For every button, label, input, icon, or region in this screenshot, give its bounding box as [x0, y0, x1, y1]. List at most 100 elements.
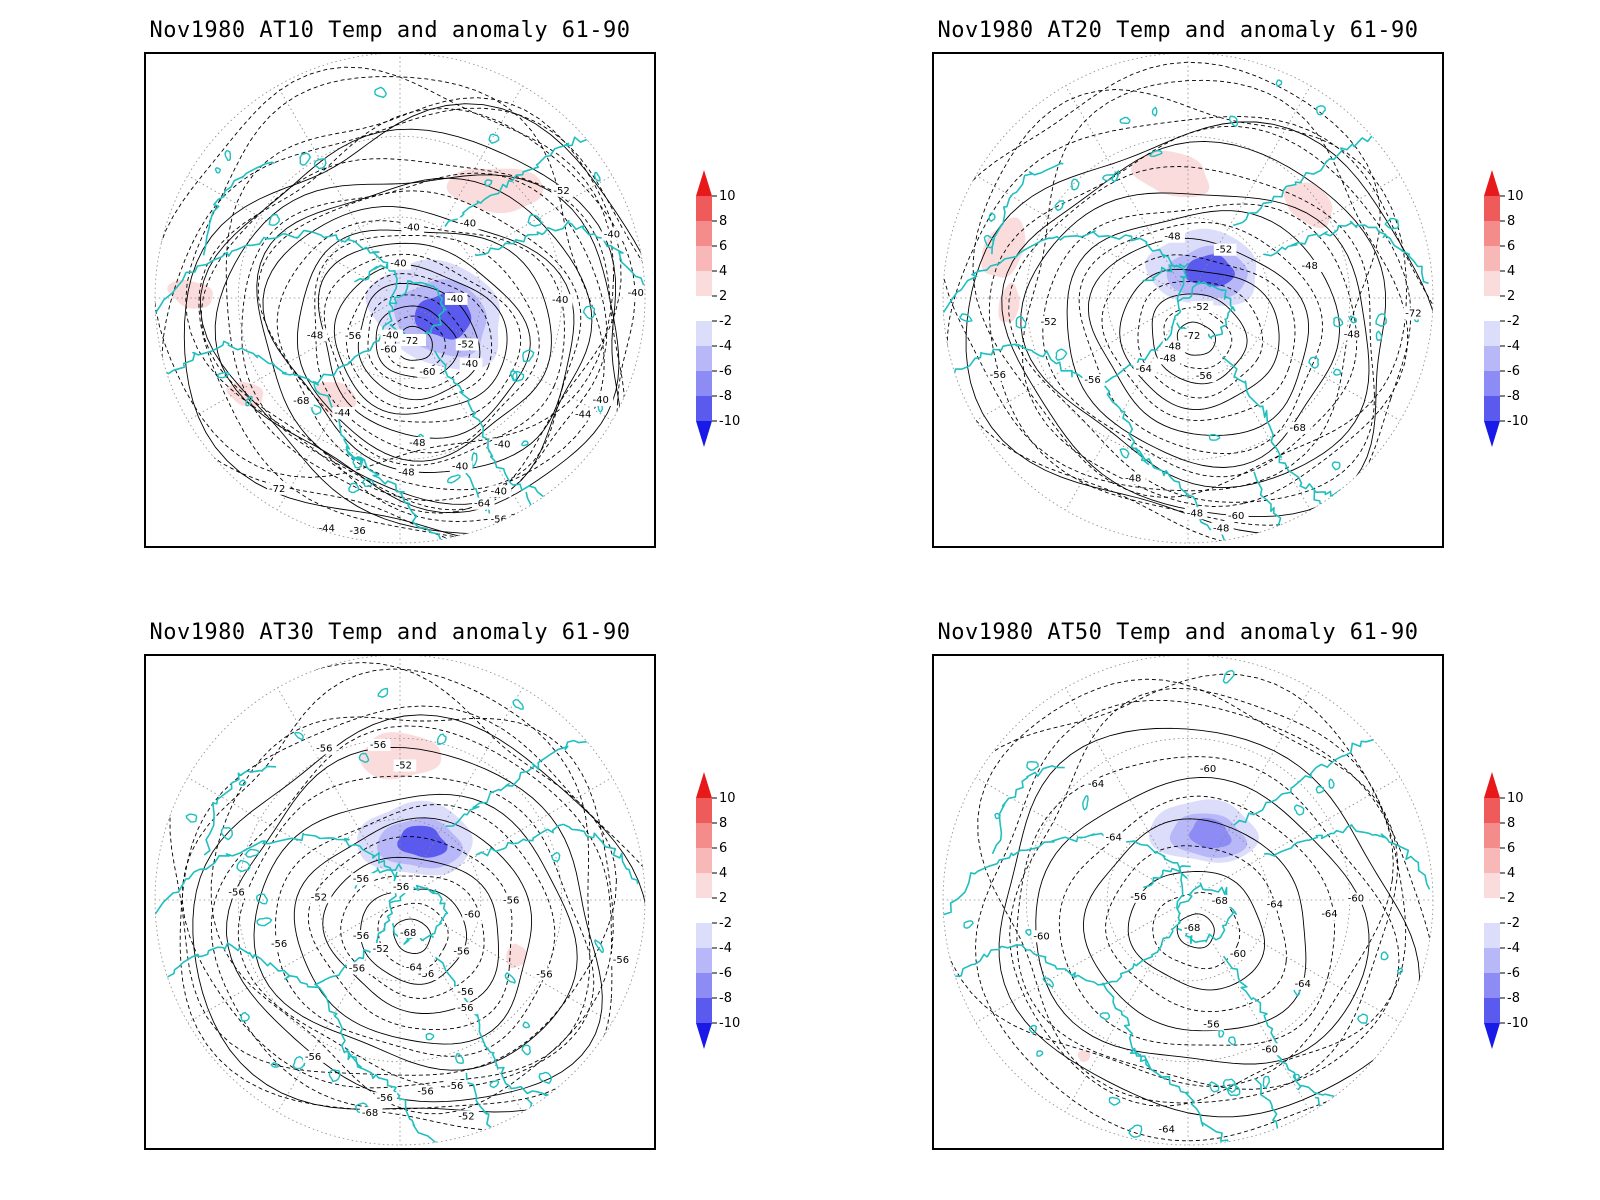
island-coastline [1331, 461, 1341, 471]
colorbar-at20: 10 8 6 4 2 -2 -4 -6 -8 -10 [1480, 170, 1550, 460]
contour-label: -72 [269, 484, 285, 495]
contour-label: -44 [334, 408, 350, 419]
contour-label: -40 [628, 288, 644, 299]
island-coastline [1208, 433, 1221, 441]
contour-label: -60 [1228, 511, 1244, 522]
contour-label-bg [451, 945, 474, 958]
isotherm-contour [1119, 268, 1280, 411]
contour-label-bg [1197, 762, 1221, 775]
isotherm-contour [1066, 210, 1340, 468]
contour-label: -56 [536, 969, 552, 980]
contour-label: -56 [393, 882, 409, 893]
map-content: -56-56-56-56-56-56-52-52-52-56-56-56-56-… [155, 656, 645, 1145]
island-coastline [299, 152, 312, 166]
contour-label: -56 [271, 939, 287, 950]
island-coastline [983, 234, 995, 249]
contour-label: -40 [382, 331, 398, 342]
coastline [1314, 1096, 1342, 1145]
island-coastline [1228, 115, 1239, 128]
contour-label: -64 [1267, 900, 1283, 911]
island-coastline [522, 1021, 531, 1029]
isotherm-contour [210, 725, 613, 1110]
colorbar-tick-label: -4 [719, 339, 732, 354]
coastline [1222, 955, 1429, 1099]
contour-label-bg [1225, 510, 1249, 523]
contour-label: -56 [990, 370, 1006, 381]
contour-label-bg [1184, 507, 1208, 520]
island-coastline [1222, 669, 1235, 684]
isotherm-contour [317, 242, 531, 439]
contour-label-bg [534, 968, 557, 981]
colorbar-tick-label: -6 [719, 966, 732, 981]
contour-label: -52 [311, 892, 327, 903]
contour-label-bg [1211, 522, 1234, 535]
contour-label: -48 [1125, 474, 1141, 485]
coastline [1264, 824, 1431, 890]
contour-label-bg [488, 485, 512, 498]
colorbar-tick-label: 8 [719, 816, 727, 831]
coastline [525, 491, 552, 543]
colorbar-segment [1484, 998, 1500, 1023]
latitude-circle [154, 54, 646, 544]
contour-label: -56 [457, 987, 473, 998]
colorbar-arrow-bottom [1484, 1023, 1500, 1049]
cold-anomaly-patch-core [1184, 254, 1235, 287]
colorbar-segment [696, 823, 712, 848]
coastline [943, 230, 1188, 385]
contour-label-bg [403, 961, 427, 974]
contour-label-bg [987, 368, 1011, 381]
colorbar-tick-label: 8 [1507, 214, 1515, 229]
colorbar-segment [696, 321, 712, 346]
colorbar-segment [696, 221, 712, 246]
warm-anomaly-patch [1131, 150, 1210, 198]
coastline [1374, 495, 1406, 543]
colorbar-svg: 10 8 6 4 2 -2 -4 -6 -8 -10 [1484, 772, 1528, 1049]
island-coastline [362, 478, 374, 488]
island-coastline [593, 171, 601, 182]
latitude-circle [1106, 818, 1270, 982]
colorbar-segment [1484, 823, 1500, 848]
island-coastline [1026, 760, 1039, 771]
warm-anomaly-patch [1283, 182, 1333, 229]
island-coastline [1348, 315, 1358, 324]
isotherm-contour [333, 264, 508, 415]
contour-label: -44 [575, 410, 591, 421]
isotherm-contour [1078, 222, 1323, 455]
contour-label: -48 [1164, 232, 1180, 243]
colorbar-segment [696, 396, 712, 421]
island-coastline [446, 474, 461, 484]
island-coastline [1128, 1124, 1143, 1138]
coastline [155, 832, 398, 989]
island-coastline [236, 859, 251, 873]
isotherm-contour [241, 172, 608, 511]
isotherm-contour [977, 678, 1399, 1104]
island-coastline [484, 179, 493, 187]
colorbar-segment [696, 948, 712, 973]
isotherm-contour [256, 177, 593, 505]
isotherm-contour [1016, 756, 1400, 1090]
island-coastline [270, 1061, 280, 1068]
contour-label: -52 [1193, 302, 1209, 313]
contour-label-bg [367, 738, 391, 751]
island-coastline [224, 149, 232, 162]
contour-label: -40 [460, 218, 476, 229]
contour-label: -56 [1084, 375, 1100, 386]
coastline [475, 823, 639, 884]
island-coastline [1332, 368, 1342, 376]
warm-anomaly-patch [981, 217, 1026, 278]
contour-label: -40 [403, 223, 419, 234]
coastline [526, 1098, 553, 1145]
contour-label-bg [1299, 259, 1323, 272]
colorbar-segment [1484, 221, 1500, 246]
colorbar-tick-label: -8 [1507, 991, 1520, 1006]
longitude-line [975, 907, 1176, 1023]
contour-label: -64 [406, 962, 422, 973]
isotherm-contour [367, 294, 471, 390]
warm-anomaly-patch [446, 168, 543, 214]
isotherm-contour [965, 121, 1433, 534]
island-coastline [1055, 348, 1068, 361]
isotherm-contour [1042, 203, 1358, 478]
island-coastline [1380, 951, 1389, 961]
contour-label-bg [346, 962, 370, 975]
island-coastline [313, 158, 327, 170]
